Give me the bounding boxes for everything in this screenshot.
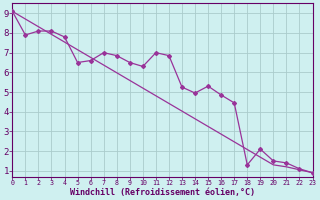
X-axis label: Windchill (Refroidissement éolien,°C): Windchill (Refroidissement éolien,°C) [70,188,255,197]
